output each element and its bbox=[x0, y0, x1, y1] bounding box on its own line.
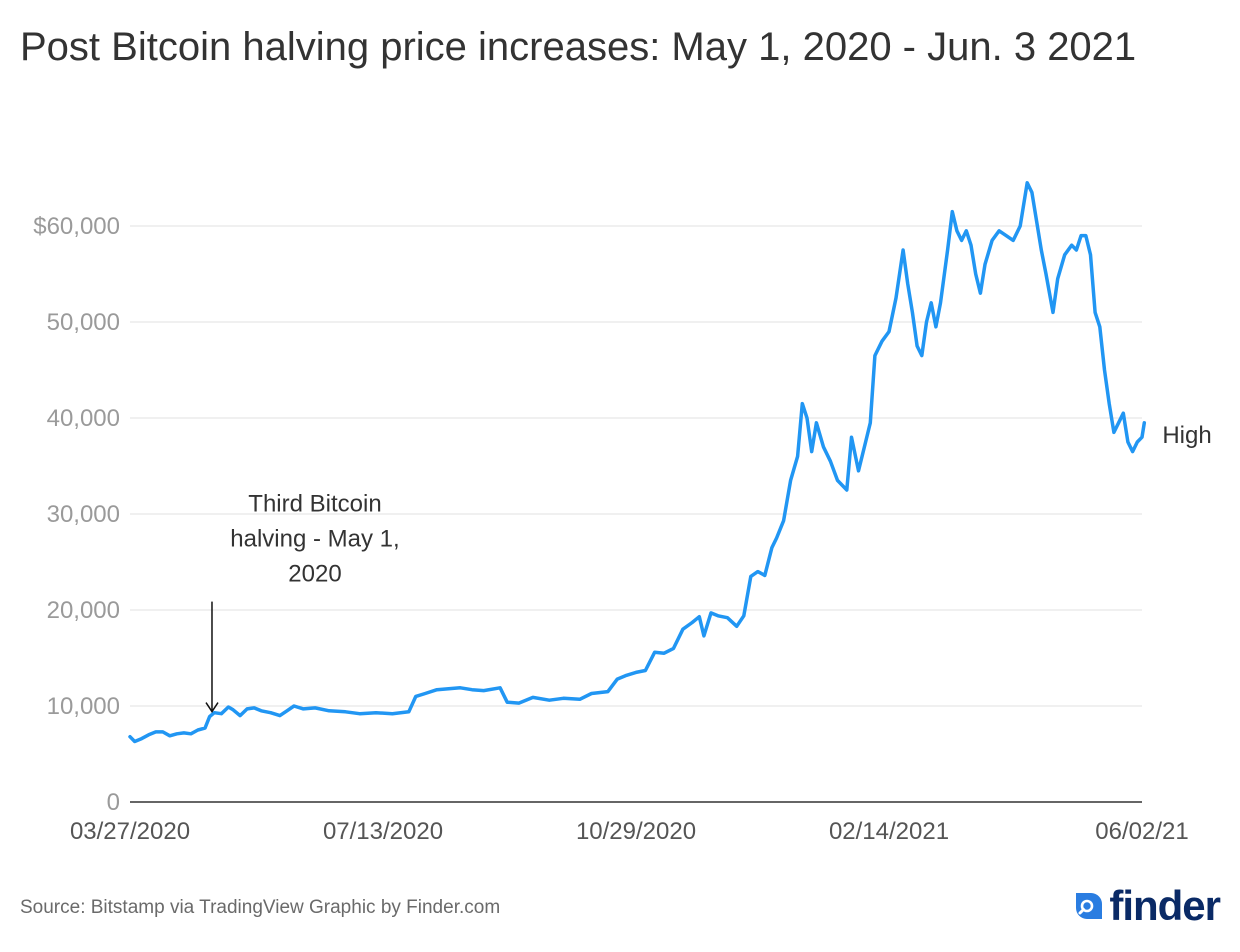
chart-title: Post Bitcoin halving price increases: Ma… bbox=[20, 25, 1137, 69]
y-tick-label: $60,000 bbox=[33, 213, 120, 240]
finder-logo: finder bbox=[1073, 880, 1221, 932]
x-tick-label: 03/27/2020 bbox=[70, 818, 190, 845]
annotation-text: halving - May 1, bbox=[230, 526, 399, 553]
x-tick-label: 10/29/2020 bbox=[576, 818, 696, 845]
annotation-layer: Third Bitcoin halving - May 1, 2020 bbox=[205, 491, 400, 713]
annotation-text: Third Bitcoin bbox=[248, 491, 381, 518]
y-tick-label: 40,000 bbox=[47, 405, 120, 432]
series-layer: High bbox=[128, 181, 1212, 744]
source-footer: Source: Bitstamp via TradingView Graphic… bbox=[20, 897, 501, 918]
x-tick-label: 07/13/2020 bbox=[323, 818, 443, 845]
y-tick-label: 0 bbox=[107, 789, 120, 816]
series-line bbox=[128, 181, 1147, 744]
y-tick-label: 50,000 bbox=[47, 309, 120, 336]
y-axis-ticks: 0 10,000 20,000 30,000 40,000 50,000 $60,000 bbox=[33, 213, 120, 816]
finder-magnifier-icon bbox=[1076, 893, 1103, 919]
x-axis-ticks: 03/27/2020 07/13/2020 10/29/2020 02/14/2021… bbox=[70, 818, 1189, 845]
annotation-arrowhead bbox=[205, 702, 219, 713]
y-tick-label: 20,000 bbox=[47, 597, 120, 624]
x-tick-label: 02/14/2021 bbox=[829, 818, 949, 845]
series-label: High bbox=[1162, 422, 1211, 449]
y-tick-label: 10,000 bbox=[47, 693, 120, 720]
y-tick-label: 30,000 bbox=[47, 501, 120, 528]
annotation-text: 2020 bbox=[288, 561, 341, 588]
brand-name: finder bbox=[1109, 882, 1221, 929]
x-tick-label: 06/02/21 bbox=[1095, 818, 1188, 845]
